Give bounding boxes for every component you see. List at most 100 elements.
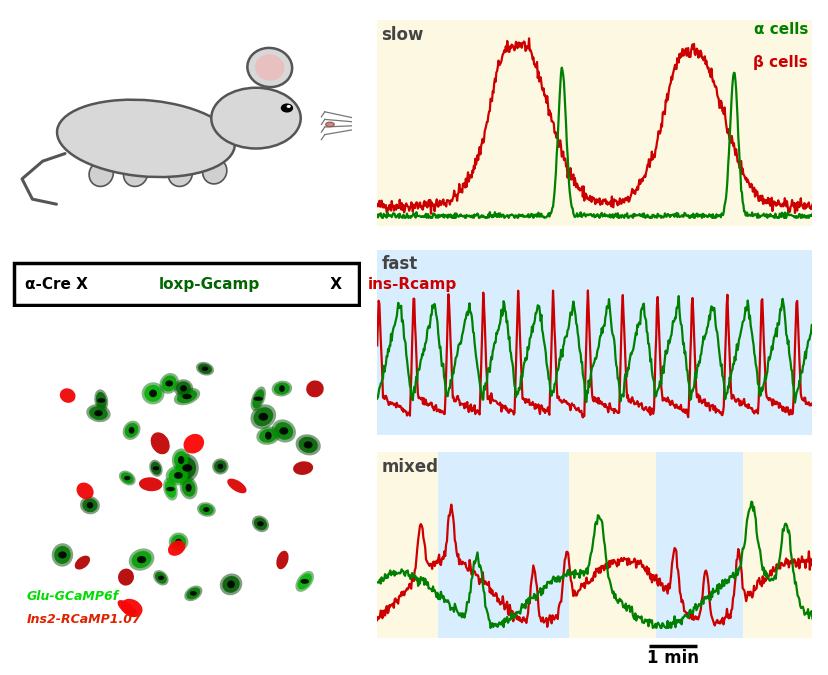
Text: Glu-GCaMP6f: Glu-GCaMP6f	[26, 590, 118, 603]
Ellipse shape	[217, 464, 223, 469]
Ellipse shape	[274, 422, 293, 440]
Ellipse shape	[94, 389, 108, 412]
Ellipse shape	[124, 476, 130, 480]
Ellipse shape	[152, 466, 159, 470]
Ellipse shape	[118, 568, 134, 586]
Text: loxp-Gcamp: loxp-Gcamp	[158, 277, 259, 292]
Ellipse shape	[155, 572, 166, 584]
Ellipse shape	[303, 441, 312, 448]
Ellipse shape	[265, 431, 272, 439]
Ellipse shape	[75, 556, 90, 570]
Ellipse shape	[201, 367, 208, 371]
Ellipse shape	[80, 496, 99, 514]
Ellipse shape	[58, 551, 66, 558]
Ellipse shape	[144, 385, 161, 402]
Ellipse shape	[166, 487, 175, 491]
Ellipse shape	[96, 392, 107, 409]
Ellipse shape	[253, 407, 272, 427]
Text: 50 μm: 50 μm	[245, 626, 286, 639]
Ellipse shape	[176, 390, 197, 403]
Ellipse shape	[214, 460, 226, 472]
Ellipse shape	[159, 373, 179, 394]
Ellipse shape	[256, 427, 280, 445]
Ellipse shape	[272, 381, 291, 396]
Text: Ins2-RCaMP1.07: Ins2-RCaMP1.07	[26, 613, 141, 626]
Text: ins-Rcamp: ins-Rcamp	[368, 277, 457, 292]
Ellipse shape	[252, 389, 264, 408]
Ellipse shape	[121, 599, 142, 617]
Ellipse shape	[176, 454, 199, 482]
Ellipse shape	[222, 576, 239, 593]
Ellipse shape	[212, 458, 229, 475]
Ellipse shape	[149, 389, 156, 397]
Ellipse shape	[168, 161, 192, 186]
Ellipse shape	[183, 434, 204, 454]
Text: 1 min: 1 min	[647, 649, 698, 667]
Ellipse shape	[165, 481, 176, 498]
Ellipse shape	[190, 591, 196, 595]
Ellipse shape	[171, 448, 190, 472]
Ellipse shape	[51, 543, 73, 567]
Ellipse shape	[199, 504, 214, 515]
Ellipse shape	[132, 551, 152, 568]
Ellipse shape	[142, 382, 164, 404]
Ellipse shape	[227, 580, 234, 588]
Ellipse shape	[169, 533, 188, 551]
Ellipse shape	[82, 498, 98, 512]
Text: fast: fast	[381, 255, 417, 273]
Ellipse shape	[276, 551, 288, 569]
Ellipse shape	[54, 546, 70, 564]
Ellipse shape	[97, 398, 105, 403]
Ellipse shape	[137, 556, 146, 563]
Ellipse shape	[89, 406, 108, 420]
Ellipse shape	[297, 573, 311, 589]
Ellipse shape	[219, 574, 242, 595]
Ellipse shape	[250, 404, 276, 429]
Ellipse shape	[118, 470, 136, 485]
Ellipse shape	[252, 516, 269, 532]
Ellipse shape	[203, 507, 209, 512]
Ellipse shape	[202, 159, 227, 184]
Ellipse shape	[174, 451, 188, 469]
Ellipse shape	[306, 381, 324, 398]
Ellipse shape	[57, 100, 234, 177]
Ellipse shape	[197, 502, 215, 517]
Ellipse shape	[94, 410, 103, 416]
Ellipse shape	[279, 385, 285, 392]
Ellipse shape	[123, 161, 147, 186]
Ellipse shape	[253, 517, 267, 530]
Ellipse shape	[325, 122, 334, 127]
Ellipse shape	[198, 363, 212, 374]
Ellipse shape	[165, 380, 173, 387]
Ellipse shape	[121, 472, 133, 484]
Ellipse shape	[176, 381, 190, 396]
Ellipse shape	[178, 456, 184, 464]
Ellipse shape	[180, 385, 186, 391]
FancyBboxPatch shape	[14, 263, 359, 305]
Ellipse shape	[180, 476, 197, 500]
Ellipse shape	[211, 88, 301, 148]
Circle shape	[286, 105, 291, 108]
Ellipse shape	[128, 548, 154, 571]
Ellipse shape	[157, 576, 164, 580]
Ellipse shape	[175, 539, 182, 545]
Ellipse shape	[60, 388, 75, 403]
Ellipse shape	[153, 570, 168, 585]
Ellipse shape	[255, 54, 284, 81]
Ellipse shape	[293, 461, 313, 475]
Ellipse shape	[195, 362, 214, 375]
Ellipse shape	[259, 429, 277, 443]
Ellipse shape	[253, 397, 262, 401]
Ellipse shape	[250, 387, 266, 411]
Ellipse shape	[182, 464, 192, 472]
Bar	[655, 452, 742, 638]
Ellipse shape	[139, 477, 162, 491]
Ellipse shape	[89, 161, 113, 186]
Ellipse shape	[272, 419, 296, 443]
Text: α cells: α cells	[753, 22, 807, 37]
Ellipse shape	[168, 468, 188, 483]
Ellipse shape	[298, 437, 317, 453]
Ellipse shape	[171, 535, 185, 549]
Ellipse shape	[181, 479, 195, 497]
Ellipse shape	[178, 457, 196, 479]
